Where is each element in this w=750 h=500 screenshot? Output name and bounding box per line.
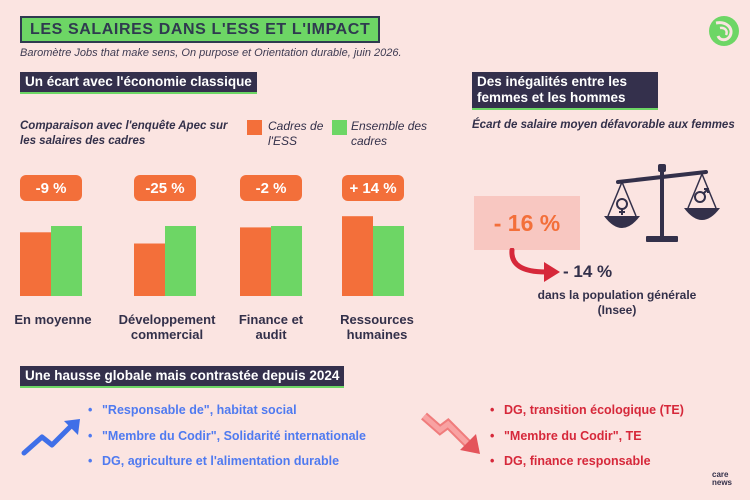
bar-all bbox=[51, 226, 82, 296]
difference-badge bbox=[134, 175, 196, 201]
list-item: "Membre du Codir", TE bbox=[490, 424, 684, 450]
brand-footer-line1: care bbox=[712, 470, 729, 479]
curved-arrow-icon bbox=[509, 248, 560, 282]
general-gap-value: - 14 % bbox=[563, 262, 613, 281]
difference-label: + 14 % bbox=[349, 180, 396, 197]
difference-badge bbox=[240, 175, 302, 201]
section-title-gender: Des inégalités entre les femmes et les h… bbox=[472, 72, 658, 108]
list-item: "Membre du Codir", Solidarité internatio… bbox=[88, 424, 366, 450]
bar-all bbox=[165, 226, 196, 296]
section-title-comparison: Un écart avec l'économie classique bbox=[20, 72, 257, 92]
page-title: LES SALAIRES DANS L'ESS ET L'IMPACT bbox=[20, 16, 380, 43]
bar-all bbox=[373, 226, 404, 296]
trend-up-arrow-icon bbox=[21, 419, 80, 456]
list-item: DG, finance responsable bbox=[490, 449, 684, 475]
legend-label-ess: Cadres de l'ESS bbox=[268, 119, 324, 148]
list-item: DG, transition écologique (TE) bbox=[490, 398, 684, 424]
trend-down-arrow-icon bbox=[421, 412, 480, 454]
difference-label: -9 % bbox=[36, 180, 67, 197]
bar-ess bbox=[20, 232, 51, 296]
brand-footer-line2: news bbox=[712, 478, 733, 487]
category-label: Finance et audit bbox=[239, 312, 304, 342]
gender-gap-note: Écart de salaire moyen défavorable aux f… bbox=[472, 119, 735, 131]
category-label: Ressources humaines bbox=[340, 312, 414, 342]
bar-all bbox=[271, 226, 302, 296]
balance-scale-icon bbox=[604, 164, 720, 242]
rising-salaries-list: "Responsable de", habitat social "Membre… bbox=[88, 398, 366, 475]
section-title-gender-line2: femmes et les hommes bbox=[477, 90, 626, 105]
gender-gap-value: - 16 % bbox=[474, 196, 580, 250]
falling-salaries-list: DG, transition écologique (TE) "Membre d… bbox=[490, 398, 684, 475]
category-label: En moyenne bbox=[14, 312, 91, 327]
section-title-gender-line1: Des inégalités entre les bbox=[477, 74, 628, 89]
brand-logo-icon bbox=[709, 16, 739, 46]
difference-badge bbox=[342, 175, 404, 201]
comparison-note: Comparaison avec l'enquête Apec sur les … bbox=[20, 120, 228, 147]
bar-ess bbox=[342, 216, 373, 296]
bar-ess bbox=[240, 227, 271, 296]
list-item: "Responsable de", habitat social bbox=[88, 398, 366, 424]
bar-ess bbox=[134, 243, 165, 296]
section-title-trend: Une hausse globale mais contrastée depui… bbox=[20, 366, 345, 386]
difference-label: -2 % bbox=[256, 180, 287, 197]
brand-footer: care news bbox=[712, 471, 742, 487]
difference-badge bbox=[20, 175, 82, 201]
difference-label: -25 % bbox=[145, 180, 184, 197]
legend-label-all: Ensemble des cadres bbox=[351, 119, 428, 148]
category-label: Développement commercial bbox=[119, 312, 216, 342]
page-subtitle: Baromètre Jobs that make sens, On purpos… bbox=[20, 47, 402, 59]
legend-swatch-ess bbox=[247, 120, 262, 135]
list-item: DG, agriculture et l'alimentation durabl… bbox=[88, 449, 366, 475]
general-gap-note: dans la population générale (Insee) bbox=[537, 288, 697, 317]
salary-comparison-chart: -9 % En moyenne -25 % Développement commerci… bbox=[14, 175, 414, 342]
legend-swatch-all bbox=[332, 120, 347, 135]
